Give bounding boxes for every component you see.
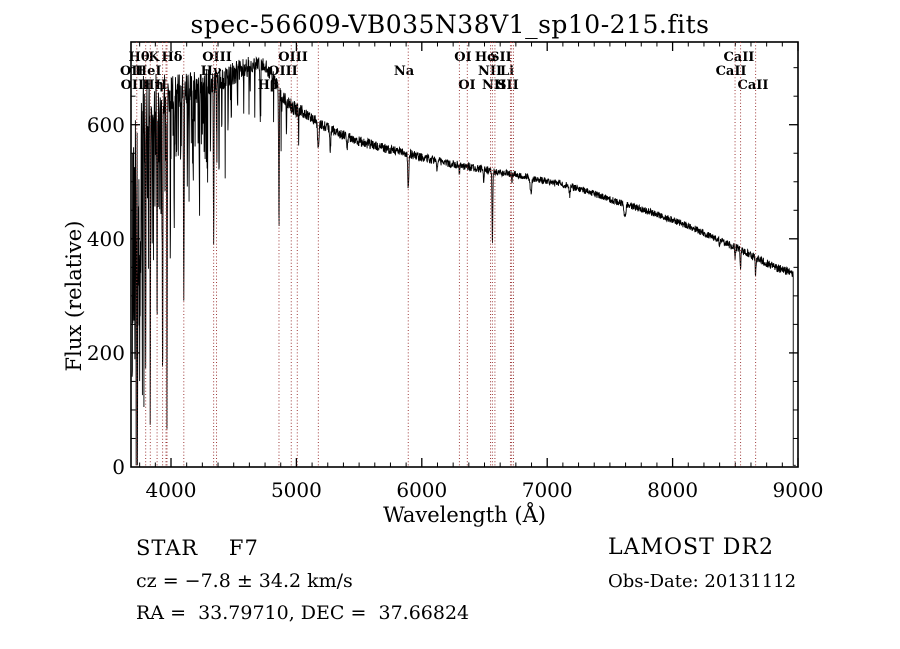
ra-dec-label: RA = 33.79710, DEC = 37.66824 xyxy=(136,602,470,624)
y-tick-label: 600 xyxy=(86,112,125,137)
x-tick-label: 6000 xyxy=(396,478,448,502)
x-tick-label: 7000 xyxy=(521,478,573,502)
x-tick-label: 9000 xyxy=(772,478,824,502)
spectral-line-label: HeI xyxy=(134,64,162,79)
x-tick-label: 5000 xyxy=(270,478,322,502)
spectral-line-label: K xyxy=(148,50,160,65)
spectral-line-label: OI xyxy=(454,50,472,65)
spectral-line-label: OIII xyxy=(268,64,298,79)
spectral-line-label: CaII xyxy=(723,50,755,65)
survey-label: LAMOST DR2 xyxy=(608,535,774,560)
obs-date-label: Obs-Date: 20131112 xyxy=(608,571,797,592)
spectral-line-label: Hγ xyxy=(200,64,222,79)
spectral-line-label: Hβ xyxy=(257,78,279,93)
x-tick-label: 8000 xyxy=(647,478,699,502)
y-tick-label: 0 xyxy=(112,455,125,479)
spectrum-curve xyxy=(131,56,796,466)
spectral-line-label: CaII xyxy=(715,64,747,79)
spectral-line-label: CaII xyxy=(737,78,769,93)
spectral-line-label: H xyxy=(154,78,168,93)
y-tick-label: 400 xyxy=(86,226,125,251)
classification-label: STAR F7 xyxy=(136,536,259,560)
spectral-line-label: Hθ xyxy=(128,50,150,65)
x-tick-label: 4000 xyxy=(145,478,197,502)
chart-title: spec-56609-VB035N38V1_sp10-215.fits xyxy=(190,10,710,39)
spectral-line-label: SII xyxy=(497,78,519,93)
spectral-line-label: SII xyxy=(490,50,512,65)
spectral-line-label: Li xyxy=(500,64,515,79)
spectral-line-label: OI xyxy=(458,78,476,93)
x-axis-title: Wavelength (Å) xyxy=(383,503,546,527)
y-tick-label: 200 xyxy=(86,340,125,365)
spectral-line-label: Hδ xyxy=(161,50,183,65)
radial-velocity-label: cz = −7.8 ± 34.2 km/s xyxy=(136,570,353,592)
spectral-line-label: OIII xyxy=(120,78,151,93)
plot-frame xyxy=(130,41,799,468)
spectral-line-label: Na xyxy=(393,64,415,79)
spectral-line-label: OIII xyxy=(278,50,308,65)
spectral-line-label: NII xyxy=(477,64,503,79)
spectral-line-label: OIII xyxy=(202,50,232,65)
